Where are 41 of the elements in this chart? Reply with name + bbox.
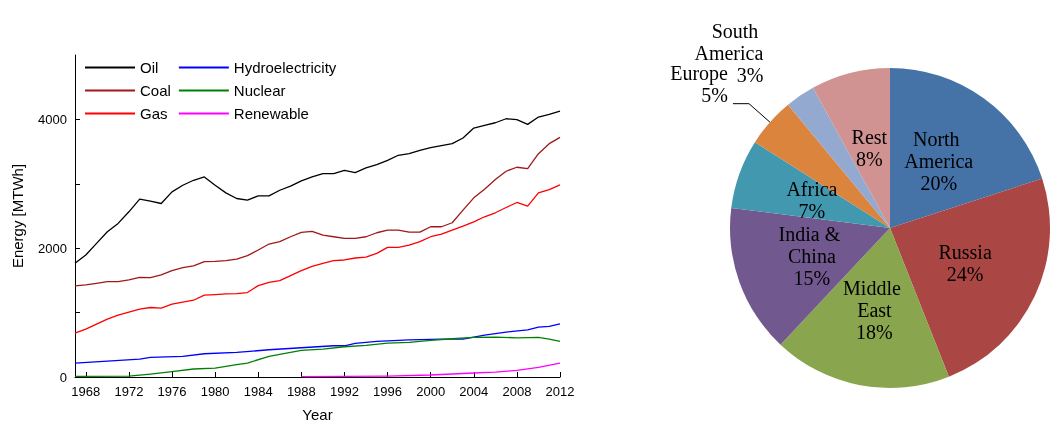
data-label: 20%	[920, 171, 958, 194]
x-axis-title: Year	[302, 406, 333, 423]
data-label: 18%	[856, 320, 893, 343]
slice-label: Europe	[670, 61, 729, 85]
line-series	[74, 136, 561, 287]
legend-label: Oil	[140, 59, 159, 76]
y-tick-label: 0	[59, 369, 67, 385]
x-tick-label: 1996	[373, 384, 403, 399]
x-tick-label: 1992	[329, 384, 359, 399]
x-tick-label: 1988	[286, 384, 316, 399]
slice-label: Middle East	[843, 276, 906, 321]
x-tick-label: 2012	[545, 384, 575, 399]
data-label: 3%	[736, 63, 764, 86]
y-axis-title: Energy [MTWh]	[9, 163, 26, 269]
slice-label: South America	[694, 19, 764, 64]
legend-label: Coal	[140, 82, 171, 99]
data-label: 8%	[856, 147, 883, 170]
legend-label: Nuclear	[233, 82, 286, 99]
x-tick-label: 2000	[416, 384, 446, 399]
data-label: 7%	[798, 199, 826, 222]
legend-label: Hydroelectricity	[233, 59, 337, 76]
line-series	[74, 323, 561, 364]
legend-label: Renewable	[233, 105, 309, 122]
slice-label: Russia	[938, 241, 992, 264]
x-tick-label: 1976	[157, 384, 187, 399]
slice-label: North America	[904, 127, 974, 172]
slice-label: India & China	[778, 223, 846, 268]
x-tick-label: 1968	[71, 384, 101, 399]
x-tick-label: 2004	[459, 384, 489, 399]
y-tick-label: 4000	[38, 111, 67, 127]
line-series	[74, 184, 561, 334]
legend-label: Gas	[140, 105, 168, 122]
data-label: 15%	[793, 267, 831, 290]
x-tick-label: 2008	[502, 384, 532, 399]
x-tick-label: 1980	[200, 384, 230, 399]
x-tick-label: 1972	[114, 384, 144, 399]
data-label: 24%	[946, 263, 984, 286]
line-series	[300, 362, 561, 378]
slice-label: Rest	[851, 125, 888, 148]
y-tick-label: 2000	[38, 240, 67, 256]
x-tick-label: 1984	[243, 384, 273, 399]
